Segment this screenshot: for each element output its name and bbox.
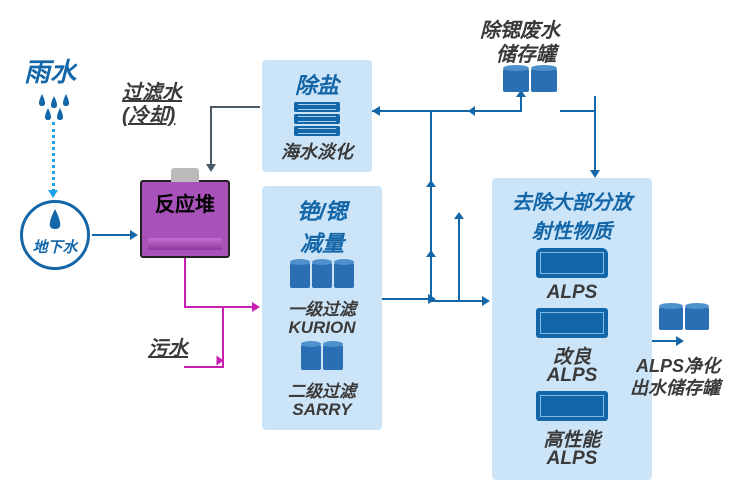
- cssr-s2b: SARRY: [268, 400, 376, 420]
- arrow-filtered-v: [210, 106, 212, 166]
- sewage-path-h2: [184, 366, 224, 368]
- arrowhead-up-icon: [454, 212, 464, 219]
- arrowhead-right-icon: [252, 302, 260, 312]
- arrowhead-right-icon: [676, 336, 684, 346]
- alps-out-l1: ALPS净化: [636, 356, 720, 377]
- groundwater-node: 地下水: [20, 200, 90, 270]
- arrowhead-right-icon: [482, 296, 490, 306]
- panel-alps: 去除大部分放 射性物质 ALPS 改良 ALPS 高性能 ALPS: [492, 178, 652, 480]
- arrow-gw-reactor: [92, 234, 132, 236]
- reactor-label: 反应堆: [142, 188, 228, 217]
- drums-row-icon: [268, 344, 376, 375]
- label-rain: 雨水: [24, 58, 76, 88]
- arrowhead-down-icon: [590, 170, 600, 178]
- device-icon: [294, 114, 340, 124]
- device-icon: [294, 102, 340, 112]
- reactor-node: 反应堆: [140, 180, 230, 258]
- cssr-s1b: KURION: [268, 318, 376, 338]
- facility-icon: [536, 391, 608, 421]
- sr-waste-l1: 除锶废水: [480, 20, 560, 43]
- sr-tanks-icon: [502, 68, 558, 97]
- alps-i2b: ALPS: [496, 365, 648, 387]
- alps-tanks-icon: [658, 306, 710, 335]
- alps-i3b: ALPS: [496, 448, 648, 470]
- arrow-srwaste-down-h: [560, 110, 596, 112]
- cssr-s1a: 一级过滤: [268, 295, 376, 320]
- sewage-path-h1: [184, 306, 254, 308]
- arrow-trunk-alps-v: [458, 218, 460, 302]
- alps-title: 去除大部分放 射性物质: [496, 186, 648, 244]
- water-drop-icon: [44, 209, 66, 235]
- arrowhead-right-icon: [130, 230, 138, 240]
- arrowhead-up-icon: [426, 250, 436, 257]
- facility-icon: [536, 248, 608, 278]
- arrowhead-right-icon: [428, 294, 436, 304]
- label-groundwater: 地下水: [32, 239, 77, 256]
- facility-icon: [536, 308, 608, 338]
- arrow-cssr-right: [382, 298, 432, 300]
- label-filtered: 过滤水 (冷却): [122, 82, 182, 128]
- raindrops-icon: [34, 92, 74, 120]
- alps-out-l2: 出水储存罐: [630, 378, 720, 399]
- desal-title: 除盐: [268, 68, 366, 100]
- alps-i1: ALPS: [496, 282, 648, 304]
- arrowhead-left-icon: [468, 106, 475, 116]
- drums-row-icon: [268, 262, 376, 293]
- sr-waste-l2: 储存罐: [496, 44, 556, 67]
- desal-sub: 海水淡化: [268, 138, 366, 164]
- arrow-srwaste-down: [594, 96, 596, 172]
- arrow-to-srwaste-v: [520, 96, 522, 112]
- cssr-title: 铯/锶 减量: [268, 194, 376, 258]
- arrowhead-down-icon: [206, 164, 216, 172]
- trunk-vertical: [430, 110, 432, 300]
- device-icon: [294, 126, 340, 136]
- arrowhead-left-icon: [372, 106, 380, 116]
- arrowhead-down-icon: [48, 190, 58, 198]
- label-sewage: 污水: [148, 338, 188, 361]
- sewage-path-v1: [184, 258, 186, 308]
- panel-desalination: 除盐 海水淡化: [262, 60, 372, 172]
- arrow-to-srwaste: [430, 110, 522, 112]
- arrowhead-up-icon: [426, 180, 436, 187]
- arrow-alps-out: [652, 340, 678, 342]
- arrow-filtered: [212, 106, 260, 108]
- panel-cs-sr: 铯/锶 减量 一级过滤 KURION 二级过滤 SARRY: [262, 186, 382, 430]
- dotted-connector: [52, 122, 55, 192]
- cssr-s2a: 二级过滤: [268, 377, 376, 402]
